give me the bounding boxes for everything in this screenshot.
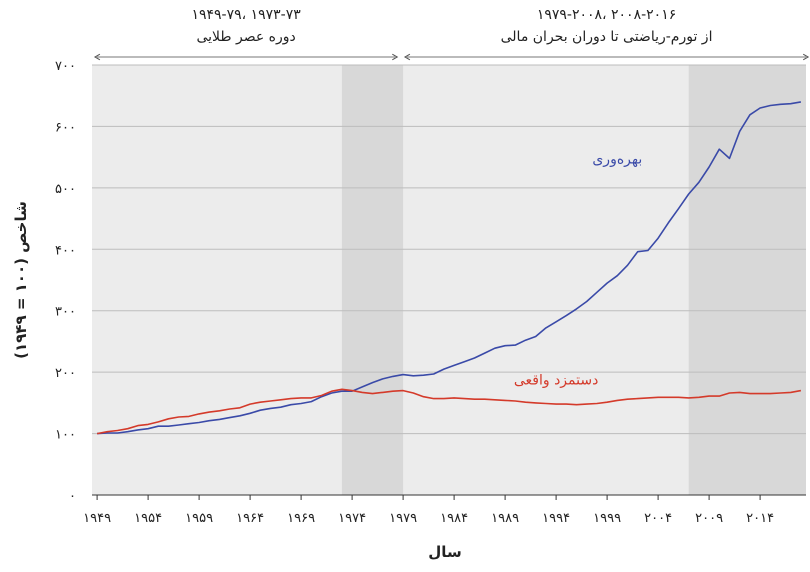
gridlines [92,64,806,435]
x-tick-label-13: ۲۰۱۴ [746,511,774,526]
series-annotation-0: بهره‌وری [592,151,642,167]
x-axis-title: سال [428,543,461,561]
x-tick-label-3: ۱۹۶۴ [236,511,264,526]
shaded-ranges [341,65,806,495]
y-tick-label-3: ۳۰۰ [55,305,76,320]
period-brackets: ۱۹۴۹-۷۹، ۱۹۷۳-۷۳ دوره عصر طلایی ۱۹۷۹-۲۰۰۸،… [93,7,810,61]
plot-background [92,65,806,495]
series-annotations: بهره‌وری دستمزد واقعی [514,151,642,388]
x-tick-label-4: ۱۹۶۹ [287,511,315,526]
y-tick-label-2: ۲۰۰ [55,366,76,381]
x-tick-label-2: ۱۹۵۹ [185,511,213,526]
x-tick-label-7: ۱۹۸۴ [440,511,468,526]
y-tick-label-5: ۵۰۰ [55,182,76,197]
shaded-range-0 [341,65,404,495]
period-label-top-0: ۱۹۴۹-۷۹، ۱۹۷۳-۷۳ [191,7,301,23]
x-tick-label-12: ۲۰۰۹ [695,511,723,526]
y-axis-title: شاخص (۱۰۰ = ۱۹۴۹) [12,201,30,359]
x-tick-label-5: ۱۹۷۴ [338,511,366,526]
x-tick-label-1: ۱۹۵۴ [134,511,162,526]
x-tick-label-0: ۱۹۴۹ [83,511,111,526]
series-annotation-1: دستمزد واقعی [514,372,598,388]
plot-area [92,65,806,495]
x-tick-label-6: ۱۹۷۹ [389,511,417,526]
x-tick-label-9: ۱۹۹۴ [542,511,570,526]
x-tick-label-8: ۱۹۸۹ [491,511,519,526]
series-line-1 [96,388,802,435]
x-tick-label-11: ۲۰۰۴ [644,511,672,526]
y-tick-label-7: ۷۰۰ [55,59,76,74]
x-tick-label-10: ۱۹۹۹ [593,511,621,526]
series-line-0 [97,101,802,435]
period-label-top-1: ۱۹۷۹-۲۰۰۸، ۲۰۰۸-۲۰۱۶ [537,7,676,23]
shaded-range-1 [688,65,806,495]
y-tick-label-4: ۴۰۰ [55,243,76,258]
y-tick-label-6: ۶۰۰ [55,120,76,135]
axes: ۰ ۱۰۰ ۲۰۰ ۳۰۰ ۴۰۰ ۵۰۰ ۶۰۰ ۷۰۰ ۱۹۴۹ ۱۹۵۴ ۱۹۵۹ ۱۹۶۴ ۱۹… [55,59,806,526]
y-tick-label-0: ۰ [69,489,76,504]
series-lines [96,101,802,435]
y-tick-label-1: ۱۰۰ [55,428,76,443]
period-label-bottom-1: از تورم-ریاضتی تا دوران بحران مالی [501,29,713,45]
period-label-bottom-0: دوره عصر طلایی [196,29,295,45]
